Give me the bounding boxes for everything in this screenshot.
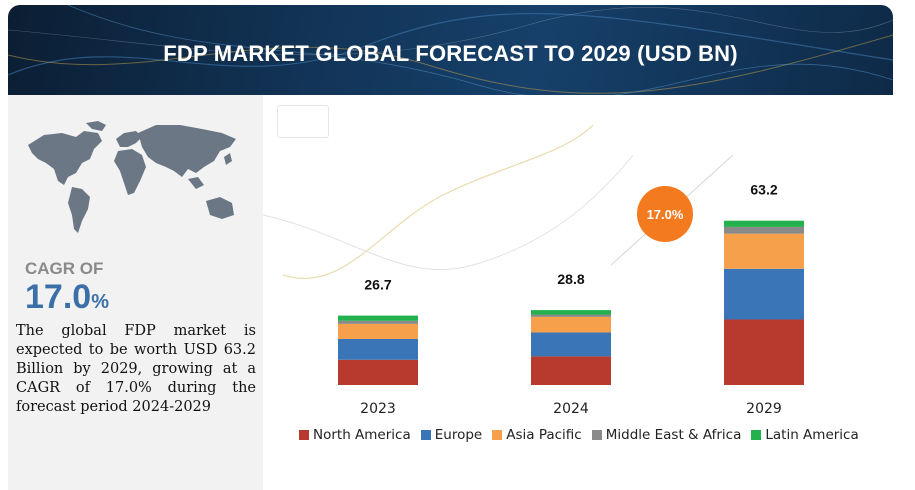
x-tick-label-2024: 2024 (553, 401, 589, 417)
world-map-icon (28, 121, 236, 233)
decorative-curve (282, 124, 594, 280)
total-label-2029: 63.2 (750, 182, 777, 198)
header-banner: FDP MARKET GLOBAL FORECAST TO 2029 (USD … (8, 5, 893, 95)
total-label-2023: 26.7 (364, 277, 391, 293)
market-description: The global FDP market is expected to be … (16, 323, 256, 415)
bar-segment-europe-2023 (338, 338, 418, 360)
legend-label: Europe (434, 427, 483, 443)
decorative-curve (263, 154, 634, 271)
x-tick-label-2023: 2023 (360, 401, 396, 417)
legend-label: Latin America (765, 427, 859, 443)
cagr-bubble (637, 186, 693, 242)
chart-legend: North America Europe Asia Pacific Middle Ea… (299, 427, 859, 443)
legend-swatch (591, 430, 602, 440)
cagr-label: CAGR OF (25, 259, 104, 278)
legend-item-north-america: North America (299, 427, 411, 443)
legend-label: North America (313, 427, 411, 443)
cagr-unit: % (91, 291, 109, 313)
x-tick-label-2029: 2029 (746, 401, 782, 417)
bars-layer (338, 220, 804, 385)
legend-swatch (420, 430, 431, 440)
legend-label: Asia Pacific (506, 427, 582, 443)
labels-layer: 26.7 2023 28.8 2024 63.2 2029 17.0% (360, 182, 782, 417)
legend-item-latin-america: Latin America (751, 427, 859, 443)
bar-segment-latin-america-2024 (531, 310, 611, 315)
placeholder-box (277, 105, 329, 138)
legend-swatch (492, 430, 503, 440)
chart-title: FDP MARKET GLOBAL FORECAST TO 2029 (USD … (163, 41, 738, 66)
cagr-number: 17.0 (25, 278, 92, 316)
bar-segment-north-america-2024 (531, 356, 611, 385)
bar-segment-latin-america-2023 (338, 315, 418, 321)
bar-segment-middle-east-africa-2023 (338, 320, 418, 324)
cagr-value: 17.0% (25, 278, 109, 317)
chart-area: 26.7 2023 28.8 2024 63.2 2029 17.0% North Amer… (263, 95, 893, 490)
total-label-2024: 28.8 (557, 271, 584, 287)
legend-item-asia-pacific: Asia Pacific (492, 427, 582, 443)
bar-segment-asia-pacific-2024 (531, 316, 611, 333)
bar-segment-north-america-2023 (338, 359, 418, 385)
bar-segment-north-america-2029 (724, 319, 804, 385)
bar-segment-europe-2029 (724, 268, 804, 320)
bar-segment-asia-pacific-2029 (724, 233, 804, 269)
bar-segment-middle-east-africa-2024 (531, 314, 611, 317)
bar-segment-asia-pacific-2023 (338, 323, 418, 339)
header-wave-decoration (8, 5, 893, 95)
legend-swatch (299, 430, 309, 440)
legend-item-middle-east-africa: Middle East & Africa (591, 427, 742, 443)
bar-segment-latin-america-2029 (724, 220, 804, 227)
legend-label: Middle East & Africa (605, 427, 742, 443)
legend-swatch (751, 430, 762, 440)
stacked-bar-chart: 26.7 2023 28.8 2024 63.2 2029 17.0% (263, 124, 804, 417)
bar-segment-middle-east-africa-2029 (724, 226, 804, 234)
cagr-bubble-label: 17.0% (647, 207, 684, 222)
legend-item-europe: Europe (420, 427, 483, 443)
summary-panel: CAGR OF 17.0% The global FDP market is e… (8, 95, 263, 490)
bar-segment-europe-2024 (531, 332, 611, 357)
